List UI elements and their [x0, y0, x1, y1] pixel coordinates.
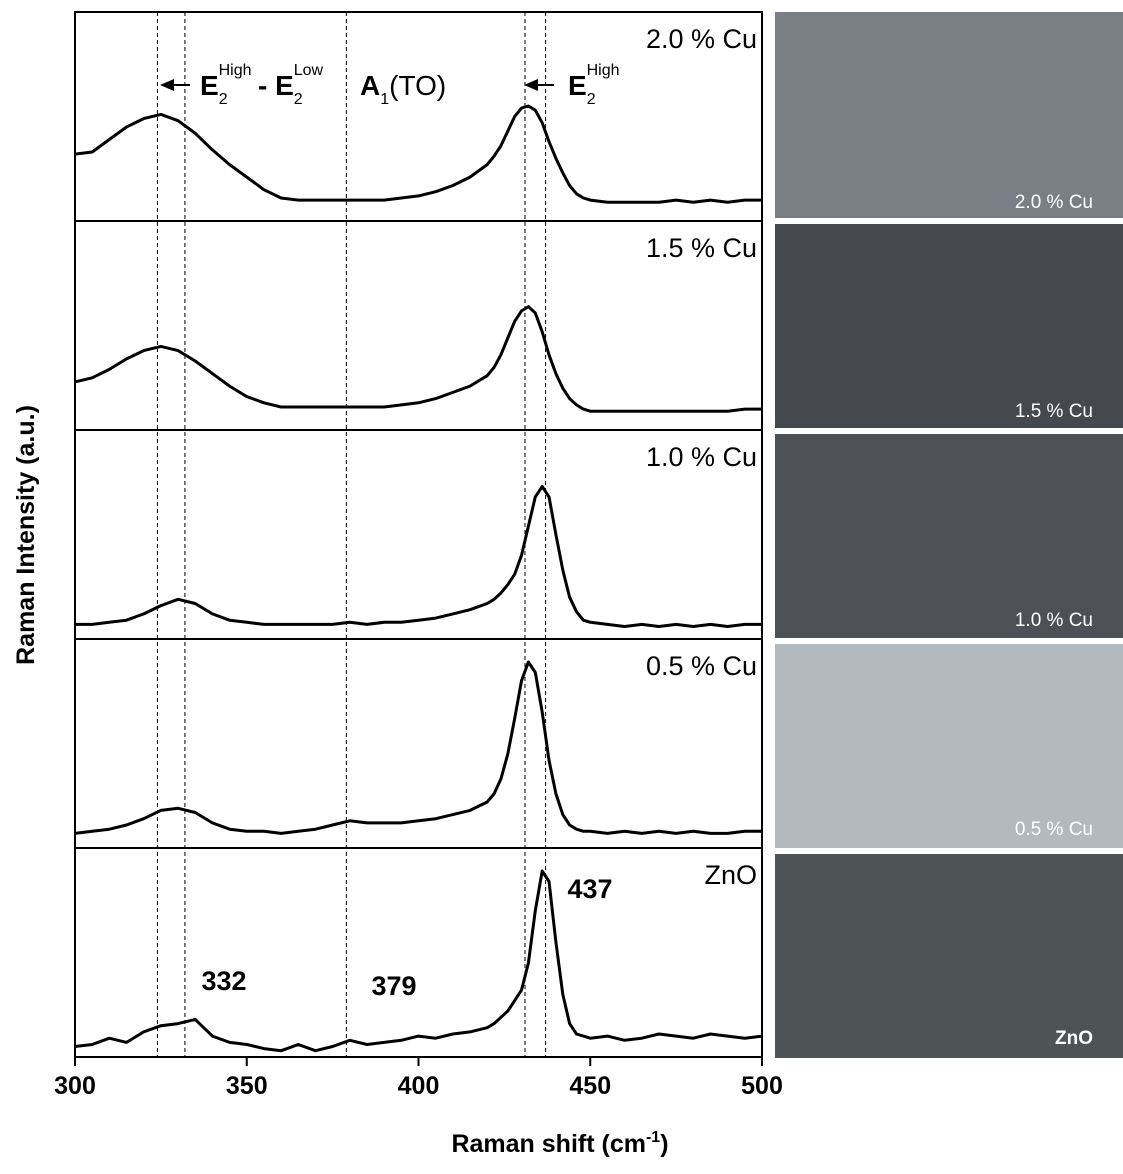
- annotation-sup: High: [587, 62, 620, 79]
- panel-label: 1.5 % Cu: [646, 233, 757, 263]
- annotation-sup: Low: [294, 62, 324, 79]
- photo-label: 0.5 % Cu: [1015, 819, 1093, 840]
- panel-label: ZnO: [704, 860, 757, 890]
- annotation-sub: 2: [219, 91, 228, 108]
- annotation-sup: High: [219, 62, 252, 79]
- x-tick-label: 300: [54, 1072, 96, 1100]
- annotation-base: E: [568, 70, 587, 101]
- x-label-sup: -1: [646, 1129, 660, 1146]
- panel-label: 0.5 % Cu: [646, 651, 757, 681]
- x-label-tail: ): [660, 1130, 668, 1158]
- peak-label: 437: [567, 874, 612, 904]
- spectrum-line: [74, 305, 762, 413]
- y-axis-label: Raman Intensity (a.u.): [12, 405, 40, 665]
- peak-label: 379: [371, 971, 416, 1001]
- x-tick-label: 450: [569, 1072, 611, 1100]
- annotation: A1(TO): [360, 70, 446, 108]
- annotation: E2 High: [200, 62, 252, 108]
- spectrum-line: [74, 660, 762, 835]
- peak-label: 332: [201, 966, 246, 996]
- x-tick-label: 500: [741, 1072, 783, 1100]
- x-axis-label: Raman shift (cm-1): [451, 1129, 668, 1158]
- panel-label: 2.0 % Cu: [646, 24, 757, 54]
- panel-frame: [74, 847, 763, 1058]
- photo: [775, 12, 1123, 218]
- arrow-head: [160, 79, 174, 91]
- photo-label: 1.0 % Cu: [1015, 610, 1093, 631]
- panel-label: 1.0 % Cu: [646, 442, 757, 472]
- photo: [775, 224, 1123, 428]
- annotation: - E2 Low: [258, 62, 323, 108]
- photo: [775, 854, 1123, 1058]
- spectrum-line: [74, 869, 763, 1053]
- annotation-base: - E: [258, 70, 294, 101]
- spectrum-line: [74, 104, 762, 204]
- x-label-text: Raman shift (cm: [451, 1130, 645, 1158]
- photo-label: 1.5 % Cu: [1015, 401, 1093, 422]
- annotation: E2 High: [568, 62, 620, 108]
- annotation-sub: 2: [294, 91, 303, 108]
- annotation-tail: (TO): [389, 70, 446, 101]
- photo-column: [775, 12, 1123, 1058]
- annotation-base: A: [360, 70, 380, 101]
- annotation-base: E: [200, 70, 219, 101]
- photo-label: ZnO: [1055, 1028, 1093, 1049]
- annotation-sub: 1: [380, 91, 389, 108]
- x-tick-label: 350: [226, 1072, 268, 1100]
- annotation-sub: 2: [587, 91, 596, 108]
- x-tick-label: 400: [398, 1072, 440, 1100]
- photo: [775, 434, 1123, 638]
- photo-label: 2.0 % Cu: [1015, 192, 1093, 213]
- spectrum-line: [75, 484, 762, 628]
- arrow-head: [524, 79, 538, 91]
- photo: [775, 644, 1123, 848]
